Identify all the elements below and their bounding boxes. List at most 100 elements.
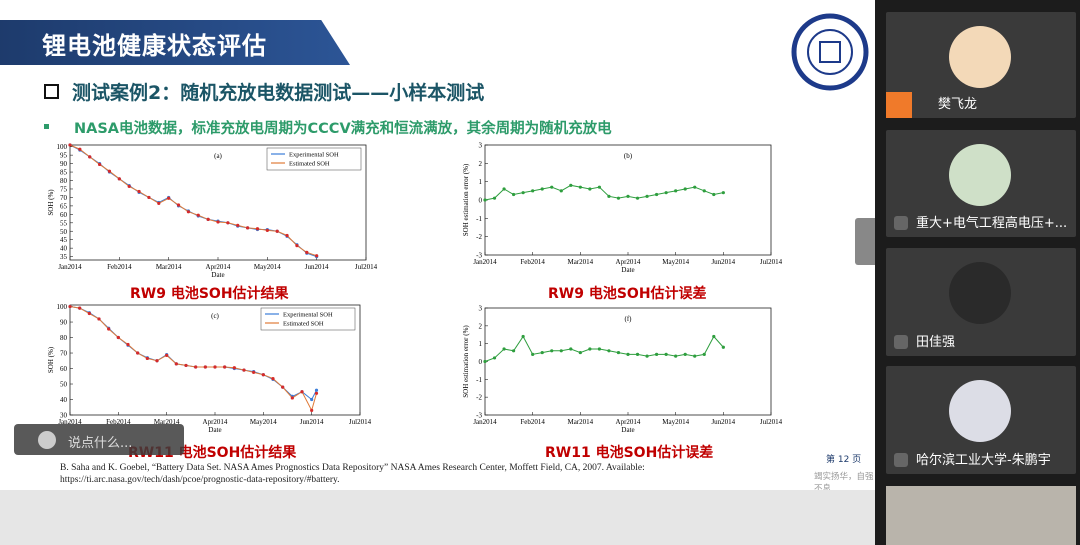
x-tick-label: Jul2014	[760, 258, 783, 266]
expand-button[interactable]	[855, 218, 875, 265]
data-point	[242, 368, 246, 372]
data-point	[310, 397, 314, 402]
mic-icon	[894, 453, 908, 467]
data-point	[155, 359, 159, 363]
x-tick-label: Feb2014	[520, 258, 545, 266]
data-point	[502, 187, 506, 191]
legend-box	[266, 147, 362, 171]
panel-label: (c)	[211, 312, 219, 320]
avatar	[949, 26, 1011, 88]
x-tick-label: Feb2014	[106, 418, 131, 426]
data-point	[521, 191, 525, 195]
data-point	[645, 354, 649, 358]
data-point	[184, 363, 188, 368]
data-point	[616, 350, 621, 355]
participant-name: 樊飞龙	[938, 97, 978, 112]
data-point	[87, 311, 91, 316]
y-tick-label: 2	[479, 322, 483, 330]
y-tick-label: 45	[60, 236, 68, 244]
participant-tile[interactable]: 田佳强	[886, 248, 1076, 356]
data-point	[569, 183, 573, 187]
panel-label: (f)	[625, 315, 633, 323]
participant-tile[interactable]: 哈尔滨工业大学-朱鹏宇	[886, 366, 1076, 474]
data-point	[176, 203, 181, 207]
participant-tile[interactable]: 樊飞龙	[886, 12, 1076, 118]
data-point	[616, 196, 621, 200]
data-point	[78, 306, 82, 310]
data-point	[502, 347, 506, 351]
data-point	[285, 233, 289, 238]
data-point	[588, 347, 592, 351]
data-point	[271, 376, 275, 381]
data-point	[702, 352, 706, 356]
y-tick-label: 60	[60, 365, 68, 373]
data-point	[626, 194, 630, 198]
data-point	[265, 228, 269, 233]
data-point	[252, 370, 256, 374]
data-point	[203, 365, 207, 369]
chat-placeholder: 说点什么...	[68, 436, 133, 451]
y-tick-label: 60	[60, 211, 68, 219]
y-tick-label: 3	[479, 305, 483, 313]
series-line	[484, 184, 724, 201]
emoji-icon[interactable]	[38, 431, 56, 449]
series-line	[69, 144, 317, 257]
x-tick-label: May2014	[662, 418, 689, 426]
panel-label: (a)	[214, 152, 222, 160]
data-point	[550, 185, 554, 189]
y-tick-label: 35	[60, 253, 68, 261]
x-tick-label: Jun2014	[305, 263, 329, 271]
y-tick-label: 1	[479, 178, 483, 186]
data-point	[290, 396, 294, 400]
heading-icon	[44, 84, 59, 99]
data-point	[578, 185, 582, 189]
y-tick-label: 50	[60, 228, 68, 236]
data-point	[655, 352, 659, 356]
data-point	[186, 210, 190, 214]
data-point	[232, 366, 236, 370]
x-tick-label: Apr2014	[616, 258, 641, 266]
data-point	[559, 189, 563, 193]
data-point	[107, 327, 111, 331]
data-point	[531, 189, 535, 193]
data-point	[223, 365, 227, 369]
data-point	[97, 317, 101, 321]
x-tick-label: May2014	[662, 258, 689, 266]
plot-area	[484, 307, 772, 416]
chat-input[interactable]: 说点什么...	[14, 424, 184, 455]
y-tick-label: 55	[60, 219, 68, 227]
x-tick-label: Mar2014	[154, 418, 180, 426]
x-tick-label: Jul2014	[760, 418, 783, 426]
data-point	[664, 352, 668, 356]
data-point	[721, 191, 725, 195]
data-point	[674, 189, 678, 193]
x-axis-label: Date	[211, 271, 224, 279]
data-point	[483, 198, 487, 202]
data-point	[626, 352, 630, 356]
x-tick-label: Jul2014	[349, 418, 372, 426]
participant-tile[interactable]: 重大+电气工程高电压+...	[886, 130, 1076, 237]
title-banner	[0, 20, 350, 65]
legend-label: Experimental SOH	[283, 312, 333, 319]
data-point	[246, 226, 250, 230]
data-point	[540, 187, 544, 191]
slide-heading: 测试案例2：随机充放电数据测试——小样本测试	[72, 82, 485, 104]
data-point	[315, 254, 319, 258]
y-tick-label: 75	[60, 185, 68, 193]
y-tick-label: -3	[476, 412, 482, 420]
data-point	[674, 354, 678, 358]
participant-name: 田佳强	[916, 335, 956, 350]
data-point	[569, 347, 573, 351]
y-tick-label: -1	[476, 376, 482, 384]
data-point	[511, 349, 516, 353]
data-point	[712, 334, 716, 339]
data-point	[261, 373, 265, 377]
data-point	[314, 388, 319, 392]
legend-label: Estimated SOH	[289, 161, 330, 168]
data-point	[165, 353, 169, 357]
data-point	[78, 147, 82, 151]
data-point	[635, 352, 640, 356]
data-point	[226, 221, 230, 225]
